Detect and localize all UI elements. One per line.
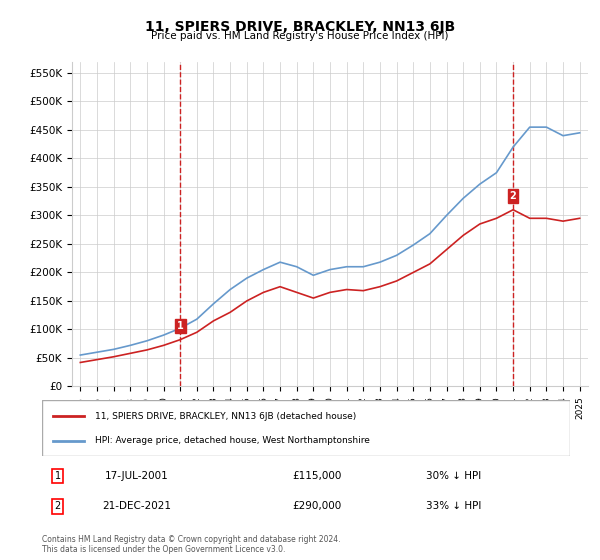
Text: £290,000: £290,000 xyxy=(292,501,341,511)
Text: 17-JUL-2001: 17-JUL-2001 xyxy=(105,471,169,481)
Text: 33% ↓ HPI: 33% ↓ HPI xyxy=(426,501,482,511)
Text: Contains HM Land Registry data © Crown copyright and database right 2024.
This d: Contains HM Land Registry data © Crown c… xyxy=(42,535,341,554)
Text: Price paid vs. HM Land Registry's House Price Index (HPI): Price paid vs. HM Land Registry's House … xyxy=(151,31,449,41)
Text: 1: 1 xyxy=(177,321,184,331)
Text: 2: 2 xyxy=(510,191,517,201)
Text: £115,000: £115,000 xyxy=(292,471,341,481)
Text: 21-DEC-2021: 21-DEC-2021 xyxy=(103,501,172,511)
Text: 2: 2 xyxy=(55,501,61,511)
Text: 30% ↓ HPI: 30% ↓ HPI xyxy=(426,471,481,481)
Text: 1: 1 xyxy=(55,471,61,481)
Text: HPI: Average price, detached house, West Northamptonshire: HPI: Average price, detached house, West… xyxy=(95,436,370,445)
Text: 11, SPIERS DRIVE, BRACKLEY, NN13 6JB: 11, SPIERS DRIVE, BRACKLEY, NN13 6JB xyxy=(145,20,455,34)
FancyBboxPatch shape xyxy=(42,400,570,456)
Text: 11, SPIERS DRIVE, BRACKLEY, NN13 6JB (detached house): 11, SPIERS DRIVE, BRACKLEY, NN13 6JB (de… xyxy=(95,412,356,421)
